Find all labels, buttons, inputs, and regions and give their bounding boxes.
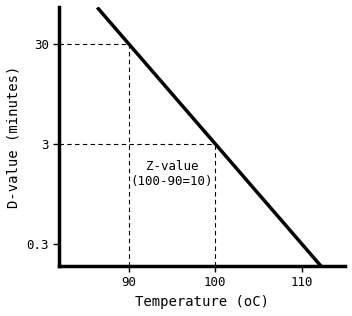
Text: Z-value
(100-90=10): Z-value (100-90=10) — [131, 160, 213, 188]
Y-axis label: D-value (minutes): D-value (minutes) — [7, 65, 21, 208]
X-axis label: Temperature (oC): Temperature (oC) — [135, 295, 269, 309]
